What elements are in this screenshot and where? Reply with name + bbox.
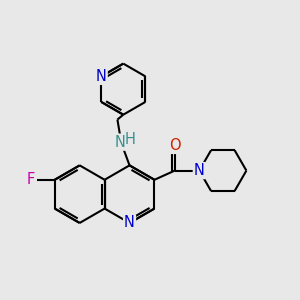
Text: N: N xyxy=(115,135,126,150)
Text: N: N xyxy=(194,163,205,178)
Text: N: N xyxy=(124,215,135,230)
Text: F: F xyxy=(27,172,35,187)
Text: O: O xyxy=(169,138,181,153)
Text: H: H xyxy=(125,132,136,147)
Text: N: N xyxy=(96,69,106,84)
